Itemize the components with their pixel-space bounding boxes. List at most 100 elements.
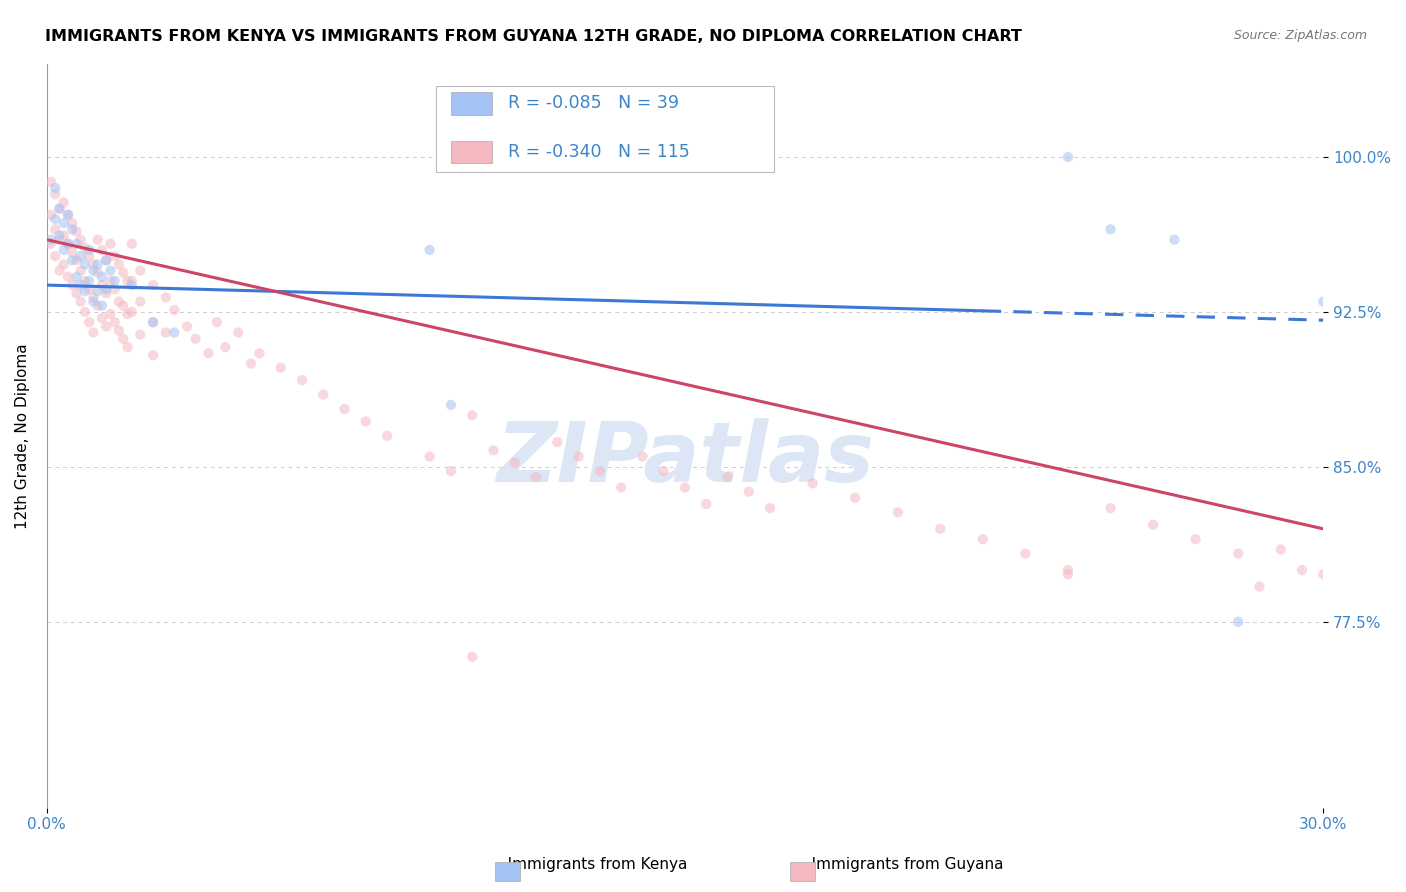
Point <box>129 294 152 309</box>
Point <box>56 208 79 222</box>
Point <box>52 195 75 210</box>
Point <box>87 285 110 299</box>
Point <box>69 294 91 309</box>
Point <box>419 243 441 257</box>
Point <box>1312 567 1334 582</box>
Point <box>44 222 66 236</box>
Point <box>503 456 526 470</box>
Point <box>56 236 79 251</box>
Point <box>461 408 484 422</box>
Point <box>887 505 910 519</box>
Point <box>546 435 568 450</box>
Point <box>52 243 75 257</box>
Point <box>333 402 356 417</box>
Point <box>48 202 70 216</box>
Point <box>461 649 484 664</box>
Point <box>91 269 114 284</box>
Point <box>69 233 91 247</box>
Point <box>87 233 110 247</box>
Point <box>117 274 139 288</box>
Point <box>65 253 87 268</box>
Point <box>117 340 139 354</box>
Point <box>610 481 633 495</box>
FancyBboxPatch shape <box>451 92 492 115</box>
Point <box>77 243 100 257</box>
Point <box>673 481 696 495</box>
Point <box>96 253 118 268</box>
Point <box>56 236 79 251</box>
Point <box>214 340 236 354</box>
Point <box>52 216 75 230</box>
Point <box>270 360 292 375</box>
Point <box>65 224 87 238</box>
Point <box>1227 615 1250 629</box>
FancyBboxPatch shape <box>451 141 492 163</box>
Point <box>929 522 952 536</box>
Point <box>1163 233 1185 247</box>
Point <box>104 274 127 288</box>
Y-axis label: 12th Grade, No Diploma: 12th Grade, No Diploma <box>15 343 30 529</box>
Point <box>77 315 100 329</box>
Point <box>163 302 186 317</box>
Point <box>440 464 463 478</box>
Point <box>440 398 463 412</box>
Point <box>82 294 104 309</box>
Point <box>239 357 262 371</box>
Point <box>44 249 66 263</box>
Point <box>1184 532 1206 546</box>
Point <box>121 305 143 319</box>
Point <box>104 282 127 296</box>
Point <box>73 257 96 271</box>
Point <box>249 346 271 360</box>
Point <box>1014 547 1036 561</box>
Point <box>108 294 131 309</box>
Point <box>197 346 219 360</box>
Point <box>524 470 547 484</box>
Text: R = -0.340   N = 115: R = -0.340 N = 115 <box>508 143 689 161</box>
Point <box>82 326 104 340</box>
Point <box>91 278 114 293</box>
Point <box>65 236 87 251</box>
Point <box>39 233 62 247</box>
Point <box>60 216 83 230</box>
FancyBboxPatch shape <box>436 87 775 172</box>
Point <box>65 286 87 301</box>
Point <box>39 236 62 251</box>
Point <box>104 315 127 329</box>
Point <box>48 233 70 247</box>
Point <box>142 278 165 293</box>
Point <box>69 278 91 293</box>
Point <box>291 373 314 387</box>
Point <box>108 324 131 338</box>
Point <box>112 299 135 313</box>
Point <box>100 236 122 251</box>
Point <box>44 181 66 195</box>
Point <box>73 241 96 255</box>
Text: R = -0.085   N = 39: R = -0.085 N = 39 <box>508 95 679 112</box>
Point <box>87 266 110 280</box>
Point <box>419 450 441 464</box>
Point <box>52 228 75 243</box>
Point <box>60 278 83 293</box>
Point <box>91 299 114 313</box>
Point <box>96 282 118 296</box>
Point <box>56 269 79 284</box>
Point <box>205 315 228 329</box>
Point <box>60 245 83 260</box>
Point <box>96 253 118 268</box>
Point <box>39 208 62 222</box>
Point <box>176 319 198 334</box>
Point <box>631 450 654 464</box>
Point <box>96 319 118 334</box>
Point <box>48 263 70 277</box>
Point <box>48 228 70 243</box>
Point <box>163 326 186 340</box>
Point <box>39 175 62 189</box>
Point <box>972 532 994 546</box>
Point <box>695 497 717 511</box>
Point <box>87 299 110 313</box>
Point <box>1057 150 1080 164</box>
Point <box>73 285 96 299</box>
Point <box>844 491 866 505</box>
Point <box>60 222 83 236</box>
